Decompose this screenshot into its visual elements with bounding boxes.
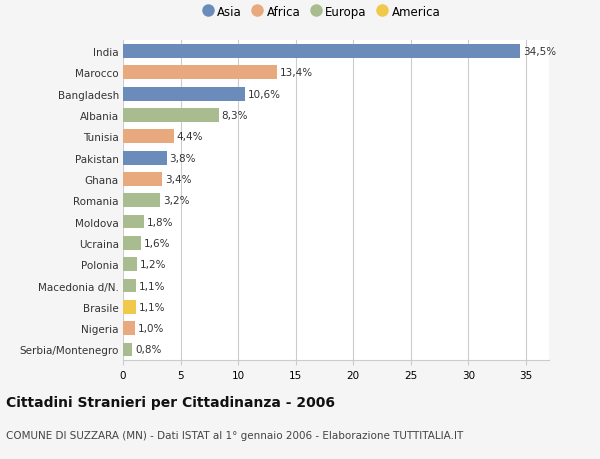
Text: 13,4%: 13,4% xyxy=(280,68,313,78)
Text: Cittadini Stranieri per Cittadinanza - 2006: Cittadini Stranieri per Cittadinanza - 2… xyxy=(6,395,335,409)
Bar xyxy=(123,109,218,123)
Text: 1,2%: 1,2% xyxy=(140,260,166,269)
Bar xyxy=(123,151,167,165)
Legend: Asia, Africa, Europa, America: Asia, Africa, Europa, America xyxy=(202,6,440,19)
Text: 3,4%: 3,4% xyxy=(165,174,191,185)
Bar xyxy=(123,215,144,229)
Bar xyxy=(123,66,277,80)
Text: 34,5%: 34,5% xyxy=(523,47,556,57)
Bar xyxy=(123,88,245,101)
Text: COMUNE DI SUZZARA (MN) - Dati ISTAT al 1° gennaio 2006 - Elaborazione TUTTITALIA: COMUNE DI SUZZARA (MN) - Dati ISTAT al 1… xyxy=(6,431,463,440)
Bar xyxy=(123,236,142,250)
Bar xyxy=(123,45,520,59)
Text: 8,3%: 8,3% xyxy=(221,111,248,121)
Text: 4,4%: 4,4% xyxy=(176,132,203,142)
Bar xyxy=(123,173,162,186)
Text: 1,6%: 1,6% xyxy=(144,238,171,248)
Text: 3,8%: 3,8% xyxy=(170,153,196,163)
Text: 1,8%: 1,8% xyxy=(146,217,173,227)
Text: 1,1%: 1,1% xyxy=(139,302,165,312)
Text: 1,0%: 1,0% xyxy=(137,324,164,333)
Bar xyxy=(123,257,137,272)
Bar xyxy=(123,279,136,293)
Text: 10,6%: 10,6% xyxy=(248,90,281,100)
Text: 1,1%: 1,1% xyxy=(139,281,165,291)
Bar xyxy=(123,321,134,336)
Text: 0,8%: 0,8% xyxy=(135,345,161,355)
Bar xyxy=(123,194,160,208)
Bar xyxy=(123,300,136,314)
Text: 3,2%: 3,2% xyxy=(163,196,189,206)
Bar xyxy=(123,130,173,144)
Bar xyxy=(123,343,132,357)
